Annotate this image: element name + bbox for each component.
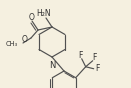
Text: F: F — [95, 64, 99, 73]
Text: N: N — [49, 61, 55, 70]
Text: F: F — [92, 53, 97, 62]
Text: O: O — [22, 34, 28, 43]
Text: O: O — [29, 12, 34, 21]
Text: CH₃: CH₃ — [6, 41, 18, 47]
Text: F: F — [78, 51, 82, 60]
Text: H₂N: H₂N — [37, 9, 51, 18]
